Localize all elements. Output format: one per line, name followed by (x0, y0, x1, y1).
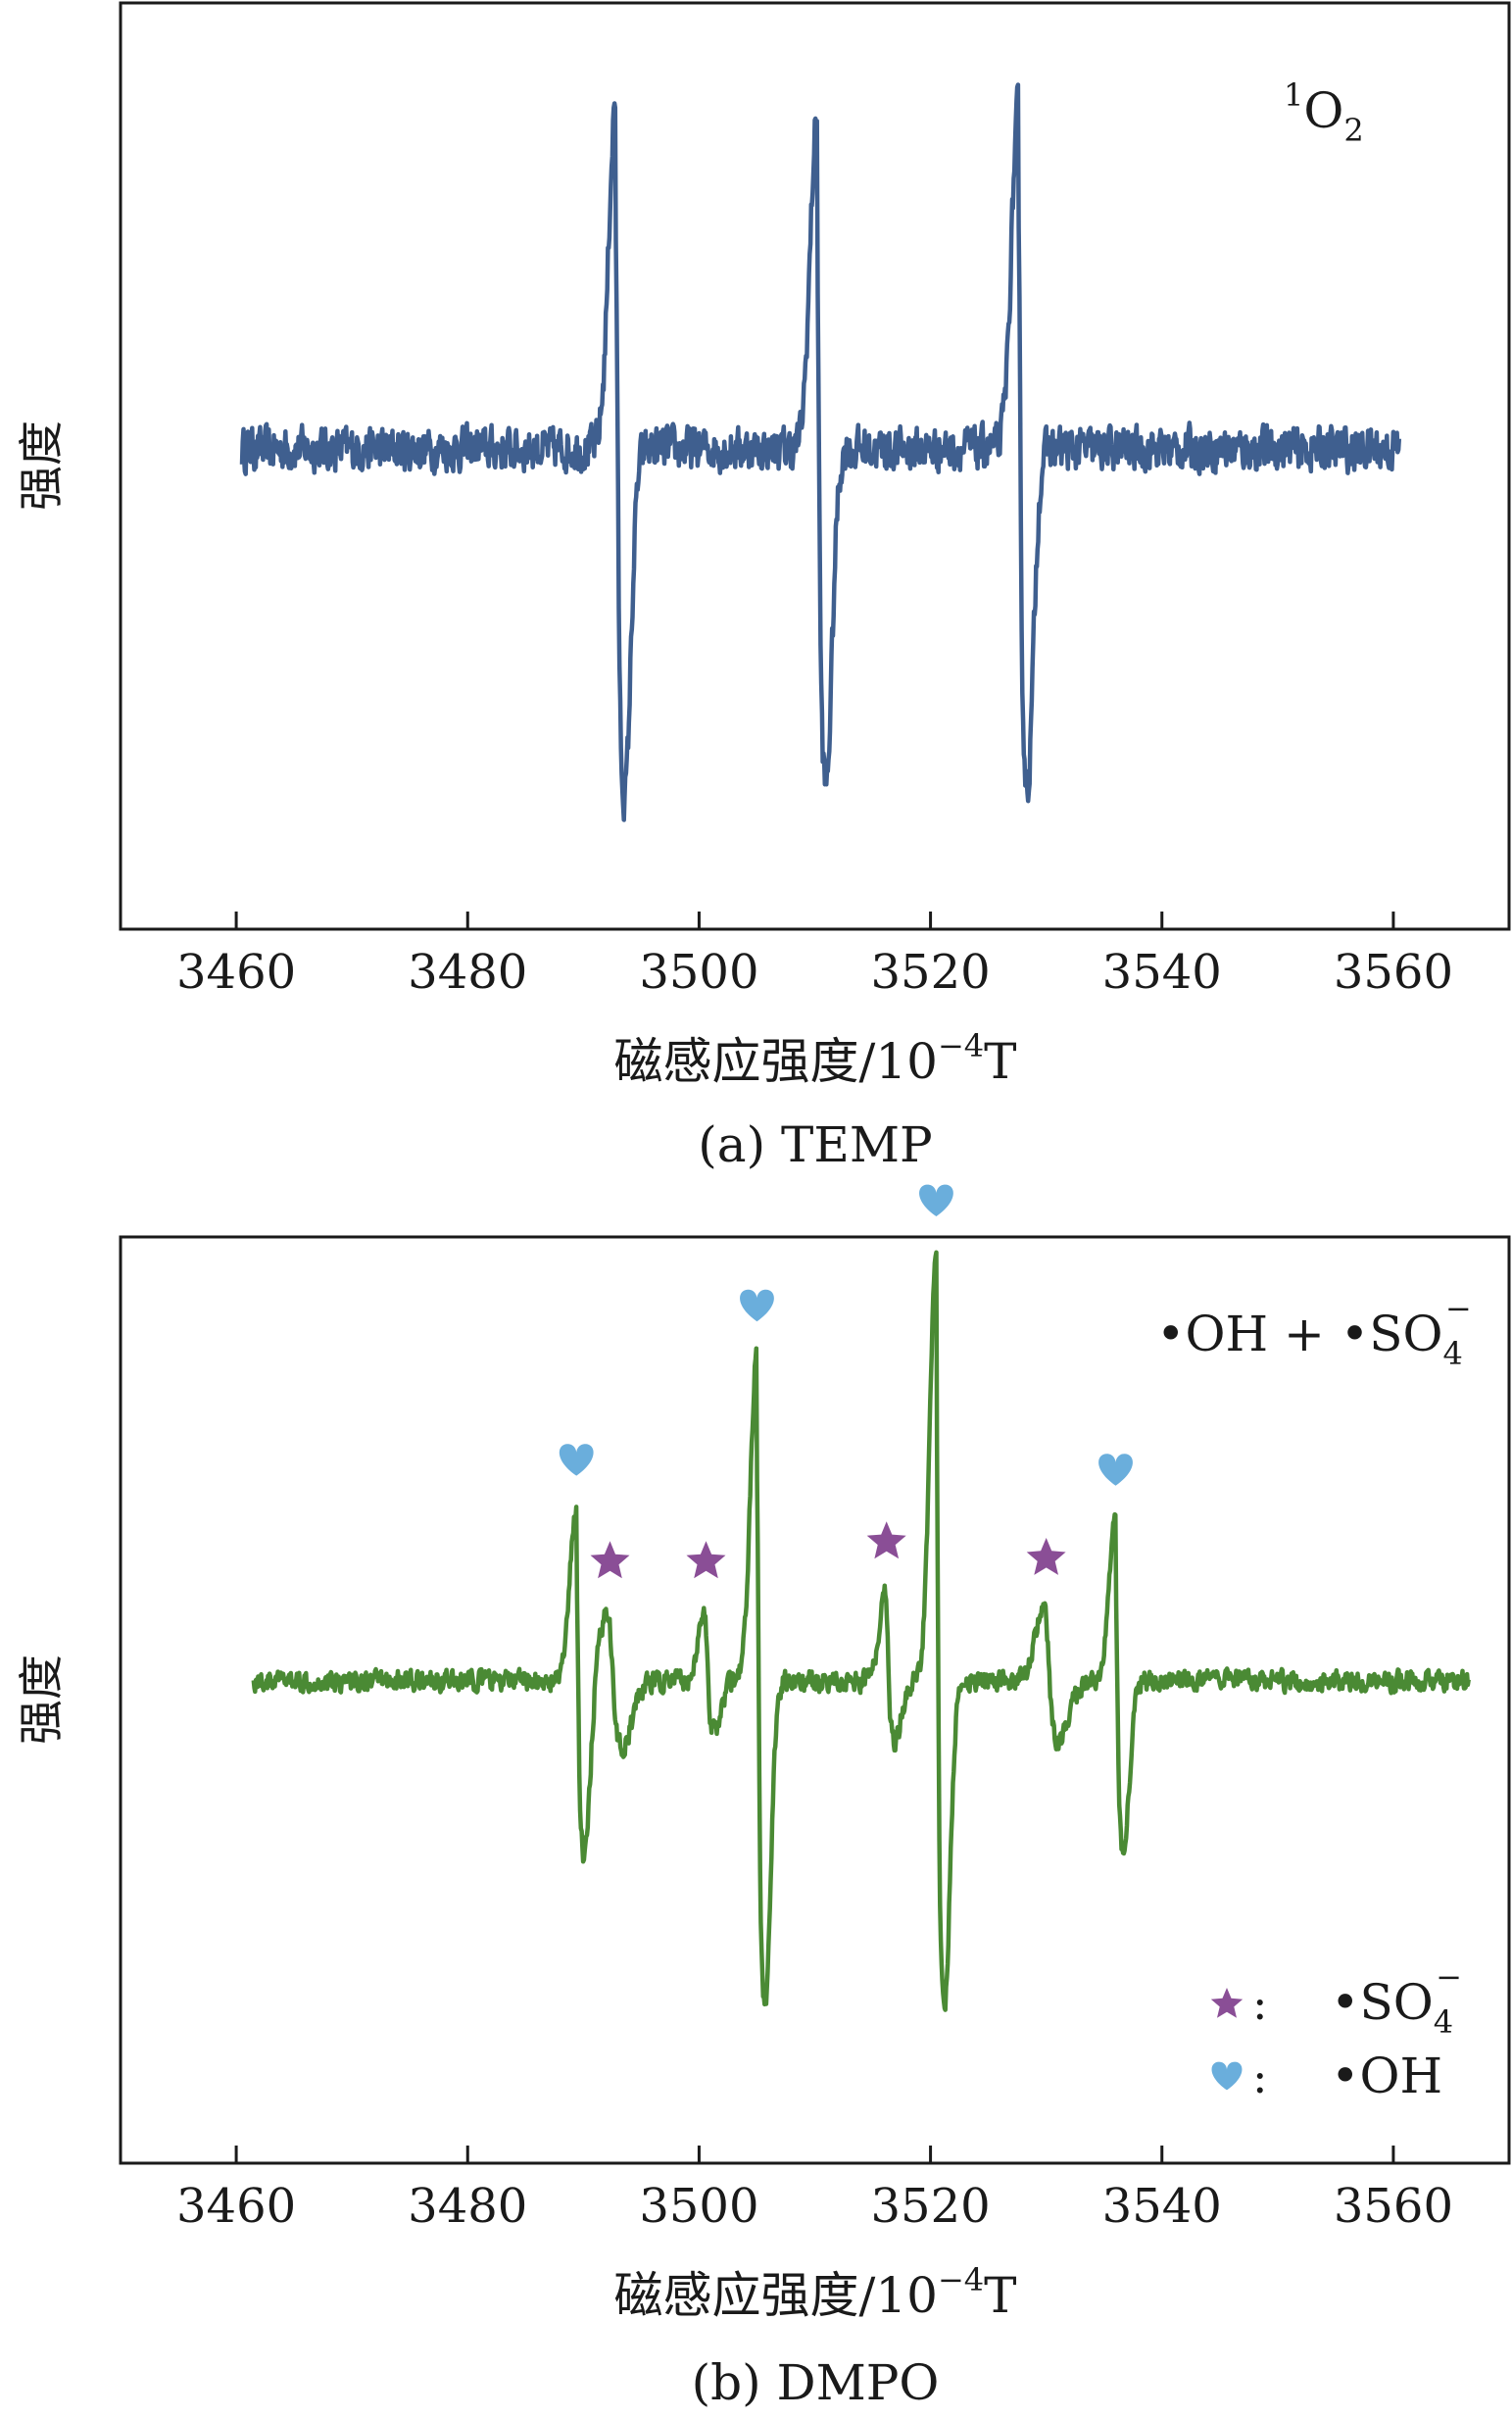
heart-marker-icon (559, 1444, 594, 1476)
panel-b: 3460 3480 3500 3520 3540 3560 强度 磁感应强度/10−4T … (15, 1184, 1511, 2411)
heart-marker-icon (919, 1184, 953, 1216)
species-annotation-b: •OH + •SO4− (1156, 1290, 1472, 1372)
panel-label-a: (a) TEMP (698, 1116, 932, 1173)
x-axis-a: 3460 3480 3500 3520 3540 3560 (176, 912, 1453, 1000)
x-axis-b: 3460 3480 3500 3520 3540 3560 (176, 2146, 1453, 2234)
legend-b: : •SO4− : •OH (1210, 1958, 1462, 2104)
y-axis-label-a: 强度 (15, 420, 68, 511)
x-tick-label-3500: 3500 (639, 945, 758, 1000)
x-tick-label-3500: 3500 (639, 2179, 758, 2234)
panel-a: 3460 3480 3500 3520 3540 3560 强度 磁感应强度/10−4T … (15, 1, 1511, 1173)
spectrum-line-0 (239, 82, 1402, 822)
x-tick-label-3520: 3520 (871, 945, 991, 1000)
star-marker-icon (1026, 1538, 1066, 1575)
panel-label-b: (b) DMPO (692, 2354, 940, 2411)
x-axis-label-a: 磁感应强度/10−4T (614, 1027, 1017, 1090)
legend-label-sulfate: •SO4− (1331, 1958, 1462, 2041)
x-tick-label-3560: 3560 (1334, 945, 1453, 1000)
star-marker-icon (866, 1521, 906, 1559)
x-tick-label-3540: 3540 (1102, 945, 1222, 1000)
heart-marker-icon (1098, 1454, 1133, 1486)
x-tick-label-3520: 3520 (871, 2179, 991, 2234)
x-tick-label-3560: 3560 (1334, 2179, 1453, 2234)
x-tick-label-3540: 3540 (1102, 2179, 1222, 2234)
legend-sep-hydroxyl: : (1252, 2050, 1268, 2103)
legend-label-hydroxyl: •OH (1331, 2048, 1442, 2104)
x-tick-label-3480: 3480 (408, 945, 527, 1000)
legend-item-hydroxyl: : •OH (1211, 2048, 1442, 2104)
heart-marker-icon (740, 1289, 774, 1322)
legend-sep-sulfate: : (1252, 1977, 1268, 2030)
legend-heart-icon (1211, 2061, 1243, 2091)
plot-area-a (239, 82, 1402, 822)
plot-frame-a (119, 1, 1511, 931)
y-axis-label-b: 强度 (15, 1654, 68, 1745)
plot-area-b (251, 1250, 1471, 2012)
spectrum-line-0 (251, 1250, 1471, 2012)
star-marker-icon (590, 1541, 630, 1579)
plot-frame-b (119, 1235, 1511, 2165)
x-tick-label-3460: 3460 (176, 2179, 296, 2234)
x-tick-label-3480: 3480 (408, 2179, 527, 2234)
x-tick-label-3460: 3460 (176, 945, 296, 1000)
legend-star-icon (1210, 1988, 1244, 2018)
species-annotation-a: 1O2 (1284, 76, 1364, 149)
x-axis-label-b: 磁感应强度/10−4T (614, 2261, 1017, 2324)
star-marker-icon (686, 1541, 726, 1579)
legend-item-sulfate: : •SO4− (1210, 1958, 1462, 2041)
peak-markers-b (559, 1184, 1133, 1579)
